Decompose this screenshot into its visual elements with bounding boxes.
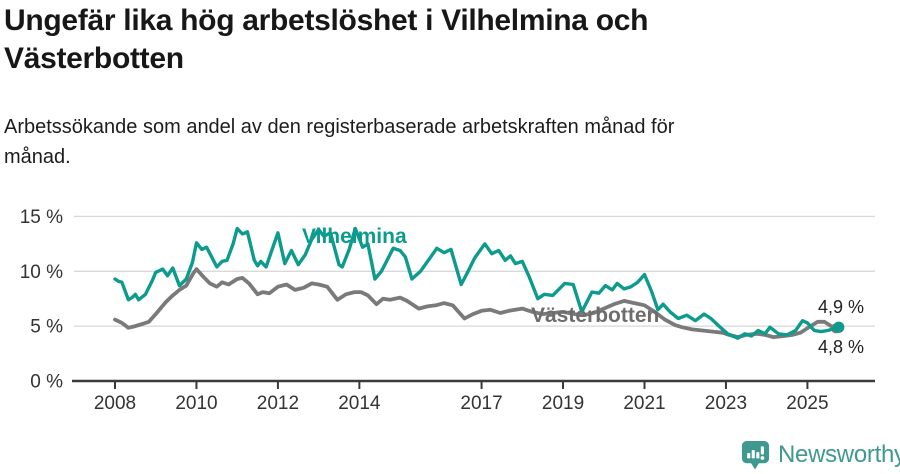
chart-subtitle: Arbetssökande som andel av den registerb… bbox=[4, 116, 675, 168]
y-tick-label: 10 % bbox=[20, 262, 63, 283]
x-tick-label: 2010 bbox=[175, 393, 217, 414]
x-tick-label: 2008 bbox=[94, 393, 136, 414]
x-tick-label: 2023 bbox=[705, 393, 747, 414]
x-tick-label: 2017 bbox=[460, 393, 502, 414]
series-label-vilhelmina: Vilhelmina bbox=[302, 225, 407, 248]
x-tick-label: 2012 bbox=[257, 393, 299, 414]
newsworthy-logo[interactable]: Newsworthy bbox=[740, 439, 900, 470]
end-value-label-vilhelmina: 4,9 % bbox=[818, 297, 865, 317]
series-label-vasterbotten: Västerbotten bbox=[531, 304, 660, 327]
x-tick-label: 2025 bbox=[786, 393, 828, 414]
x-tick-label: 2021 bbox=[623, 393, 665, 414]
newsworthy-logo-icon bbox=[741, 440, 770, 470]
end-value-label-vasterbotten: 4,8 % bbox=[818, 337, 865, 357]
x-tick-label: 2014 bbox=[338, 393, 381, 414]
x-tick-label: 2019 bbox=[542, 393, 584, 414]
series-line-västerbotten bbox=[113, 267, 838, 340]
newsworthy-wordmark: Newsworthy bbox=[778, 440, 900, 468]
y-tick-label: 5 % bbox=[30, 317, 63, 338]
series-line-vilhelmina bbox=[113, 226, 841, 340]
chart-title: Ungefär lika hög arbetslöshet i Vilhelmi… bbox=[4, 4, 649, 75]
y-tick-label: 0 % bbox=[30, 372, 63, 393]
y-tick-label: 15 % bbox=[20, 207, 63, 228]
end-dot-vilhelmina bbox=[833, 321, 845, 333]
